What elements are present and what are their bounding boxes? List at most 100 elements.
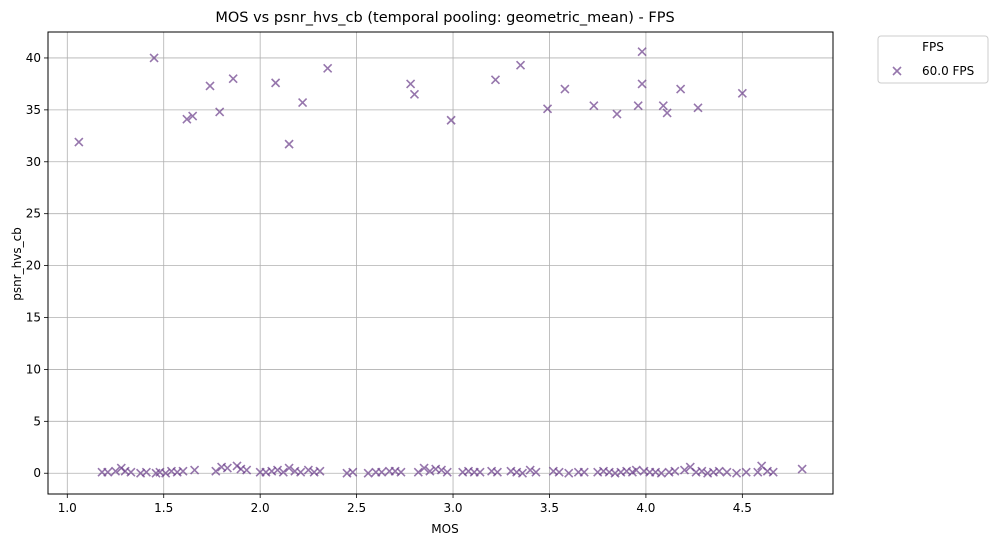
y-tick-label: 35 bbox=[26, 103, 41, 117]
data-point bbox=[753, 467, 763, 477]
legend-box bbox=[877, 35, 989, 84]
data-point bbox=[103, 467, 113, 477]
data-point bbox=[656, 468, 666, 478]
data-point bbox=[564, 468, 574, 478]
data-points bbox=[74, 47, 807, 478]
data-point bbox=[612, 109, 622, 119]
data-point bbox=[348, 467, 358, 477]
legend-title: FPS bbox=[922, 40, 944, 54]
data-point bbox=[515, 60, 526, 70]
x-tick-label: 2.0 bbox=[251, 501, 270, 515]
data-point bbox=[446, 115, 456, 125]
data-point bbox=[406, 79, 416, 89]
grid bbox=[48, 32, 833, 494]
data-point bbox=[298, 98, 308, 108]
data-point bbox=[554, 467, 564, 477]
axis-ticks: 1.0 1.5 2.0 2.5 3.0 3.5 4.0 4.5 0 5 10 15 20 25 30 35 40 bbox=[26, 51, 752, 515]
data-point bbox=[178, 466, 188, 476]
data-point bbox=[228, 74, 238, 84]
data-point bbox=[714, 466, 724, 476]
data-point bbox=[517, 468, 528, 478]
x-tick-label: 3.5 bbox=[540, 501, 559, 515]
data-point bbox=[631, 465, 641, 475]
data-point bbox=[413, 467, 423, 477]
data-point bbox=[363, 468, 373, 478]
data-point bbox=[149, 53, 159, 63]
data-point bbox=[542, 104, 553, 114]
data-point bbox=[205, 81, 215, 91]
data-point bbox=[731, 468, 742, 478]
data-point bbox=[409, 89, 420, 99]
data-point bbox=[182, 114, 192, 124]
data-point bbox=[436, 465, 447, 475]
data-point bbox=[531, 467, 541, 477]
data-point bbox=[315, 466, 325, 476]
data-point bbox=[697, 466, 707, 476]
data-point bbox=[419, 463, 429, 473]
plot-frame bbox=[47, 31, 834, 495]
x-tick-label: 4.5 bbox=[733, 501, 752, 515]
y-tick-label: 25 bbox=[26, 207, 41, 221]
x-tick-label: 4.0 bbox=[636, 501, 655, 515]
data-point bbox=[633, 101, 643, 111]
data-point bbox=[670, 466, 680, 476]
data-point bbox=[126, 467, 136, 477]
x-tick-label: 1.0 bbox=[58, 501, 77, 515]
data-point bbox=[693, 103, 703, 113]
y-tick-label: 0 bbox=[33, 466, 41, 480]
data-point bbox=[492, 467, 502, 477]
data-point bbox=[579, 467, 589, 477]
data-point bbox=[637, 47, 647, 57]
data-point bbox=[188, 111, 198, 121]
legend-entry-label: 60.0 FPS bbox=[922, 64, 974, 78]
data-point bbox=[425, 466, 435, 476]
data-point bbox=[190, 465, 200, 475]
y-tick-label: 40 bbox=[26, 51, 41, 65]
data-point bbox=[475, 467, 485, 477]
data-point bbox=[141, 467, 151, 477]
data-point bbox=[74, 137, 84, 147]
data-point bbox=[110, 466, 121, 476]
data-point bbox=[737, 88, 747, 98]
chart-title: MOS vs psnr_hvs_cb (temporal pooling: ge… bbox=[215, 10, 674, 26]
data-point bbox=[242, 465, 252, 475]
y-tick-label: 15 bbox=[26, 311, 41, 325]
data-point bbox=[222, 463, 232, 473]
data-point bbox=[768, 467, 778, 477]
data-point bbox=[396, 467, 406, 477]
y-tick-label: 30 bbox=[26, 155, 41, 169]
data-point bbox=[560, 84, 570, 94]
data-point bbox=[303, 465, 313, 475]
x-axis-title: MOS bbox=[431, 522, 458, 536]
data-point bbox=[662, 108, 672, 118]
data-point bbox=[722, 467, 732, 477]
legend-marker-x bbox=[892, 66, 902, 76]
data-point bbox=[797, 464, 807, 474]
data-point bbox=[741, 467, 751, 477]
data-point bbox=[442, 467, 452, 477]
data-point bbox=[271, 78, 281, 88]
y-tick-label: 10 bbox=[26, 362, 41, 376]
legend: FPS 60.0 FPS bbox=[877, 35, 989, 84]
y-axis-title: psnr_hvs_cb bbox=[10, 227, 24, 301]
x-tick-label: 2.5 bbox=[347, 501, 366, 515]
x-tick-label: 3.0 bbox=[443, 501, 462, 515]
legend-marker bbox=[892, 66, 902, 76]
data-point bbox=[272, 465, 283, 475]
data-point bbox=[211, 466, 221, 476]
data-point bbox=[525, 465, 535, 475]
data-point bbox=[296, 467, 306, 477]
y-tick-label: 5 bbox=[33, 414, 41, 428]
data-point bbox=[377, 467, 387, 477]
data-point bbox=[490, 75, 501, 85]
data-point bbox=[278, 467, 288, 477]
data-point bbox=[589, 101, 599, 111]
data-point bbox=[323, 63, 333, 73]
data-point bbox=[637, 79, 647, 89]
data-point bbox=[679, 465, 690, 475]
data-point bbox=[676, 84, 686, 94]
x-tick-label: 1.5 bbox=[154, 501, 173, 515]
data-point bbox=[284, 463, 294, 473]
data-point bbox=[658, 101, 668, 111]
